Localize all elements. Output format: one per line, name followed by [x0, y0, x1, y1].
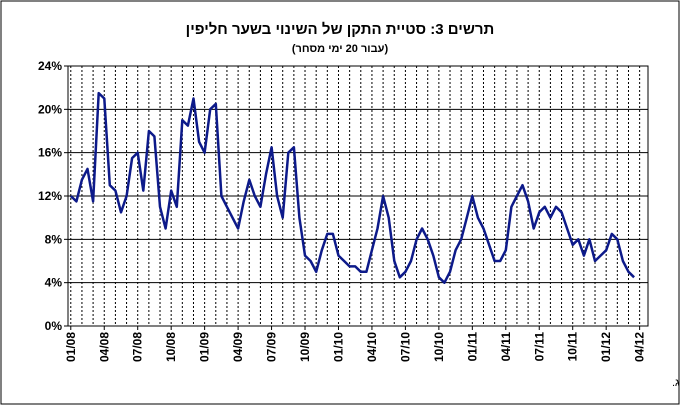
x-tick-label: 01/08 — [64, 332, 78, 362]
x-tick-label: 01/11 — [465, 332, 479, 362]
plot-border — [67, 65, 649, 327]
y-tick-label: 24% — [38, 59, 62, 73]
x-tick-label: 04/09 — [231, 332, 245, 362]
y-tick-label: 8% — [45, 232, 63, 246]
chart-subtitle: (עבור 20 ימי מסחר) — [292, 43, 389, 55]
x-tick-label: 10/09 — [298, 332, 312, 362]
x-tick-label: 10/11 — [566, 332, 580, 362]
chart-title: תרשים 3: סטיית התקן של השינוי בשער חליפי… — [186, 21, 495, 38]
x-tick-label: 04/12 — [633, 332, 647, 362]
x-tick-label: 07/11 — [532, 332, 546, 362]
y-tick-label: 4% — [45, 276, 63, 290]
x-tick-label: 07/09 — [265, 332, 279, 362]
x-tick-label: 10/10 — [432, 332, 446, 362]
x-tick-label: 01/10 — [331, 332, 345, 362]
x-tick-label: 01/09 — [198, 332, 212, 362]
y-tick-label: 16% — [38, 146, 62, 160]
x-tick-label: 01/12 — [599, 332, 613, 362]
x-tick-label: 07/10 — [398, 332, 412, 362]
x-tick-label: 07/08 — [131, 332, 145, 362]
source: מקור: חישוב על השער היציג. — [672, 376, 680, 389]
y-tick-label: 20% — [38, 102, 62, 116]
x-tick-label: 04/11 — [499, 332, 513, 362]
y-tick-label: 12% — [38, 189, 62, 203]
x-tick-label: 04/08 — [97, 332, 111, 362]
x-tick-label: 10/08 — [164, 332, 178, 362]
series-line — [69, 91, 635, 284]
x-tick-label: 04/10 — [365, 332, 379, 362]
y-tick-label: 0% — [45, 319, 63, 333]
